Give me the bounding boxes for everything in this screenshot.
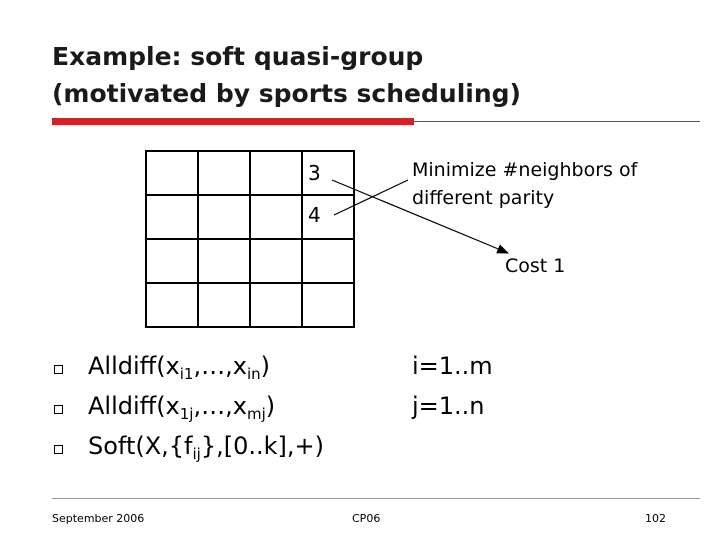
- list-item: Alldiff(x1j,…,xmj): [52, 388, 382, 424]
- square-bullet-icon: [54, 365, 63, 374]
- grid-cell: [250, 239, 302, 283]
- callout-text: Minimize #neighbors of different parity: [412, 156, 637, 212]
- title-accent-bar: [52, 118, 414, 125]
- grid-cell: [302, 151, 354, 195]
- grid-cell: [146, 283, 198, 327]
- grid-cell: [302, 283, 354, 327]
- footer-divider: [52, 498, 700, 499]
- grid-cell: [198, 151, 250, 195]
- page-number: 102: [645, 512, 666, 525]
- grid-cell: [250, 151, 302, 195]
- grid-cell: [146, 195, 198, 239]
- footer-date: September 2006: [52, 512, 145, 525]
- grid-cell: [198, 239, 250, 283]
- title-line-1: Example: soft quasi-group: [52, 42, 424, 71]
- grid-cell: [250, 283, 302, 327]
- callout-line-1: Minimize #neighbors of: [412, 159, 638, 181]
- callout-pointer-line: [333, 179, 409, 216]
- title-line-2: (motivated by sports scheduling): [52, 79, 521, 108]
- grid-cell: [302, 195, 354, 239]
- grid-cell: [302, 239, 354, 283]
- constraint-text: Alldiff(xi1,…,xin): [88, 352, 271, 383]
- square-bullet-icon: [54, 405, 63, 414]
- grid-cell: [146, 151, 198, 195]
- grid-cell: [146, 239, 198, 283]
- grid-cell: [198, 195, 250, 239]
- list-item: Alldiff(xi1,…,xin): [52, 348, 382, 384]
- footer-venue: CP06: [352, 512, 381, 525]
- constraint-text: Alldiff(x1j,…,xmj): [88, 392, 276, 423]
- callout-line-2: different parity: [412, 187, 555, 209]
- cost-label: Cost 1: [505, 255, 566, 277]
- range-i: i=1..m: [412, 352, 493, 380]
- grid-cell: [198, 283, 250, 327]
- constraint-text: Soft(X,{fij},[0..k],+): [88, 432, 325, 463]
- list-item: Soft(X,{fij},[0..k],+): [52, 428, 382, 464]
- grid-value-4: 4: [308, 203, 321, 227]
- slide-title: Example: soft quasi-group (motivated by …: [52, 38, 692, 112]
- cost-arrow: [331, 179, 510, 254]
- grid-cell: [250, 195, 302, 239]
- range-j: j=1..n: [412, 392, 485, 420]
- square-bullet-icon: [54, 445, 63, 454]
- quasigroup-grid: [145, 150, 355, 328]
- grid-value-3: 3: [308, 161, 321, 185]
